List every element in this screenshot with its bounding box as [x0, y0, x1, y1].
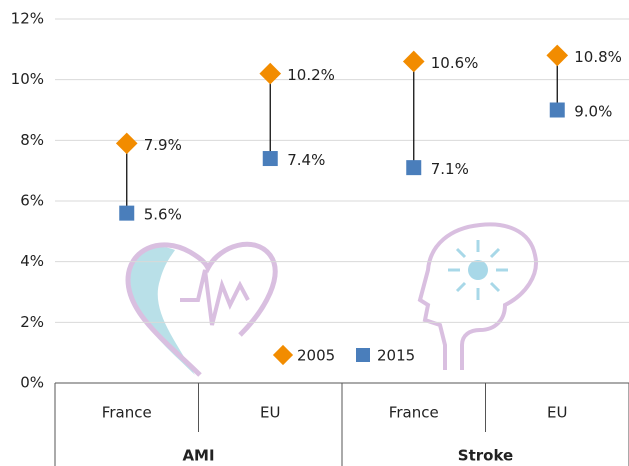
y-tick-label: 2% — [20, 313, 44, 331]
data-point — [115, 132, 138, 155]
y-tick-label: 6% — [20, 192, 44, 210]
data-point — [406, 160, 422, 176]
legend-label: 2015 — [377, 347, 415, 365]
heart-icon — [125, 241, 278, 377]
data-label: 7.9% — [144, 136, 182, 154]
x-tick-label: EU — [260, 404, 280, 422]
data-point — [262, 151, 278, 167]
data-label: 7.4% — [287, 151, 325, 169]
legend-marker — [356, 348, 370, 362]
group-label: AMI — [182, 447, 214, 465]
y-tick-label: 4% — [20, 252, 44, 270]
data-point — [119, 205, 135, 221]
y-tick-label: 10% — [11, 70, 44, 88]
data-label: 9.0% — [574, 103, 612, 121]
data-point — [549, 102, 565, 118]
legend-label: 2005 — [297, 347, 335, 365]
data-label: 5.6% — [144, 206, 182, 224]
y-tick-label: 12% — [11, 10, 44, 28]
data-label: 10.6% — [431, 54, 479, 72]
data-label: 10.8% — [574, 48, 622, 66]
data-point — [402, 50, 425, 73]
head-icon — [417, 222, 538, 370]
x-tick-label: EU — [547, 404, 567, 422]
x-tick-label: France — [389, 404, 439, 422]
data-label: 7.1% — [431, 160, 469, 178]
data-label: 10.2% — [287, 66, 335, 84]
legend-marker — [272, 344, 294, 366]
y-tick-label: 8% — [20, 131, 44, 149]
x-tick-label: France — [102, 404, 152, 422]
data-point — [259, 62, 282, 85]
y-tick-label: 0% — [20, 374, 44, 392]
group-label: Stroke — [458, 447, 513, 465]
data-point — [546, 44, 569, 67]
